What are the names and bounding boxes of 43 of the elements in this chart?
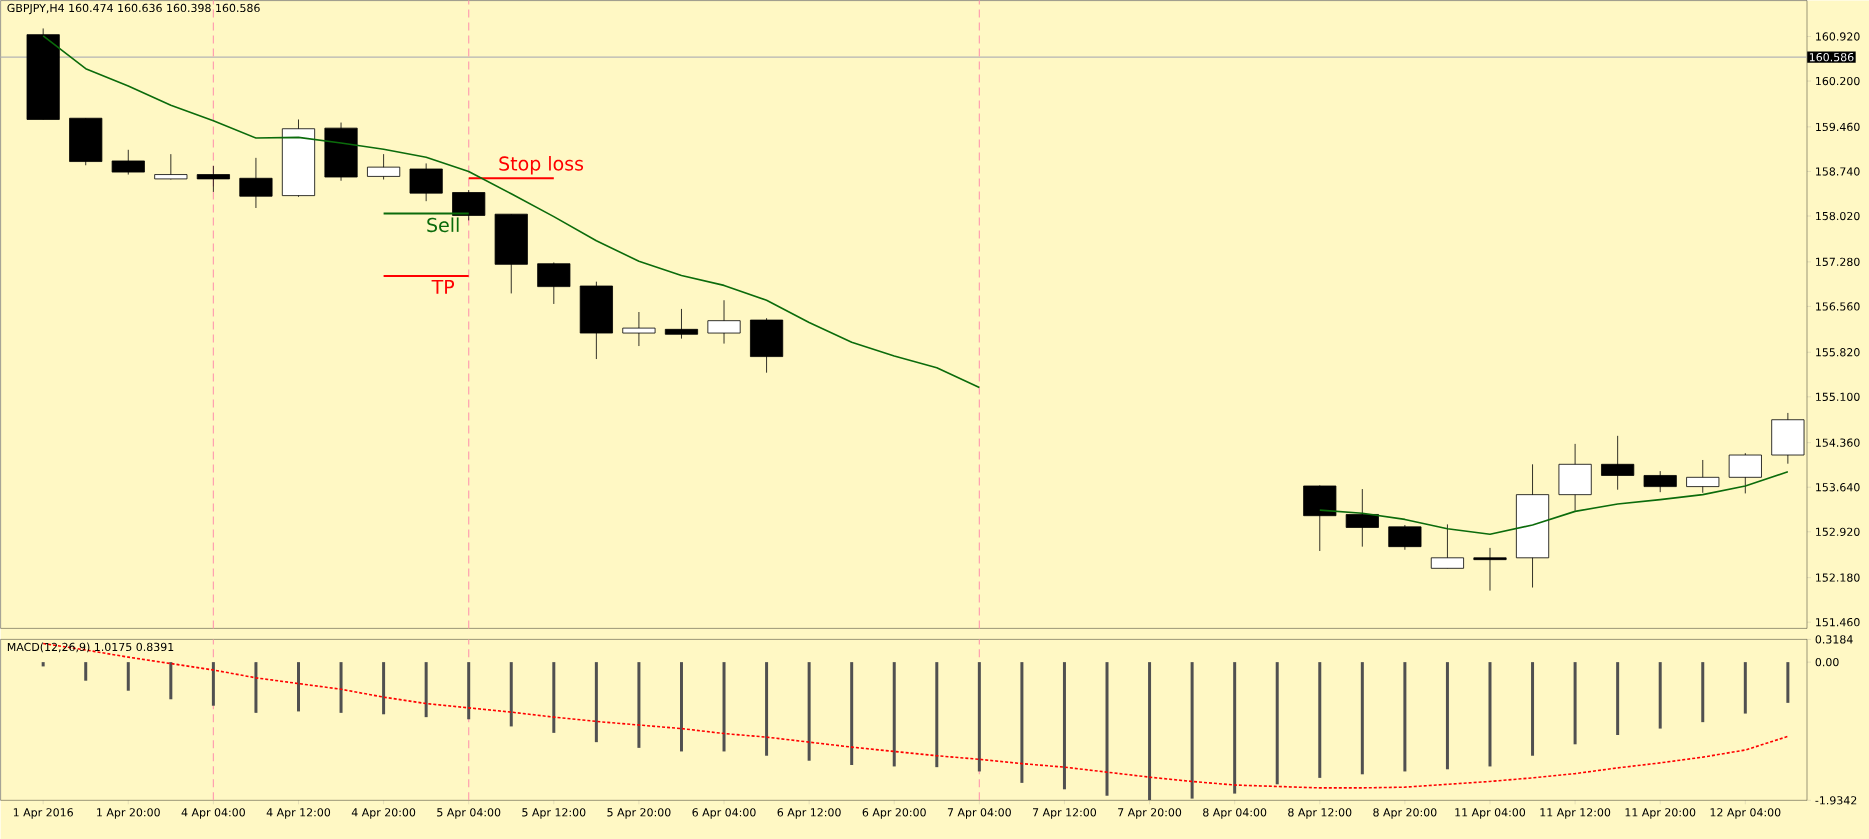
x-tick-label: 4 Apr 12:00 — [266, 808, 331, 819]
x-tick-label: 12 Apr 04:00 — [1710, 808, 1781, 819]
y-tick-label: 155.820 — [1816, 347, 1860, 357]
y-tick-label: -1.9342 — [1815, 796, 1857, 805]
ref-line-label: 160.586 — [1809, 52, 1854, 62]
series-label: TP — [431, 279, 455, 294]
y-tick-label: 157.280 — [1816, 257, 1860, 266]
x-tick-label: 5 Apr 04:00 — [437, 808, 501, 819]
x-tick-label: 8 Apr 12:00 — [1288, 808, 1352, 819]
x-tick-label: 4 Apr 20:00 — [351, 808, 416, 819]
x-tick-label: 6 Apr 04:00 — [692, 808, 756, 819]
y-tick-label: 0.3184 — [1815, 635, 1853, 644]
x-tick-label: 7 Apr 04:00 — [947, 808, 1011, 819]
x-tick-label: 8 Apr 04:00 — [1203, 808, 1267, 819]
x-tick-label: 7 Apr 20:00 — [1118, 808, 1182, 819]
chart-title: GBPJPY,H4 160.474 160.636 160.398 160.586 — [7, 3, 260, 14]
y-tick-label: 152.180 — [1816, 573, 1860, 582]
y-tick-label: 158.020 — [1816, 211, 1860, 221]
x-tick-label: 4 Apr 04:00 — [181, 808, 245, 819]
x-tick-label: 7 Apr 12:00 — [1033, 808, 1097, 819]
x-tick-label: 11 Apr 12:00 — [1540, 808, 1611, 819]
y-tick-label: 156.560 — [1816, 302, 1860, 311]
x-tick-label: 11 Apr 20:00 — [1625, 808, 1696, 819]
y-tick-label: 154.360 — [1816, 438, 1860, 447]
y-tick-label: 152.920 — [1816, 527, 1860, 536]
y-tick-label: 159.460 — [1816, 122, 1860, 131]
x-tick-label: 1 Apr 2016 — [13, 808, 73, 819]
y-tick-label: 151.460 — [1816, 617, 1860, 627]
y-tick-label: 153.640 — [1816, 482, 1860, 492]
x-tick-label: 5 Apr 20:00 — [607, 808, 671, 819]
y-tick-label: 155.100 — [1816, 392, 1860, 401]
y-tick-label: 160.200 — [1816, 76, 1860, 86]
series-label: Sell — [427, 217, 459, 232]
x-tick-label: 6 Apr 12:00 — [777, 808, 841, 819]
x-tick-label: 1 Apr 20:00 — [97, 808, 160, 819]
series-label: Stop loss — [499, 155, 584, 175]
x-tick-label: 8 Apr 20:00 — [1373, 808, 1437, 819]
x-tick-label: 11 Apr 04:00 — [1455, 808, 1526, 819]
x-tick-label: 6 Apr 20:00 — [862, 808, 926, 819]
y-tick-label: 0.00 — [1815, 657, 1839, 667]
y-tick-label: 158.740 — [1816, 167, 1860, 176]
y-tick-label: 160.920 — [1816, 32, 1860, 41]
x-tick-label: 5 Apr 12:00 — [522, 808, 586, 819]
